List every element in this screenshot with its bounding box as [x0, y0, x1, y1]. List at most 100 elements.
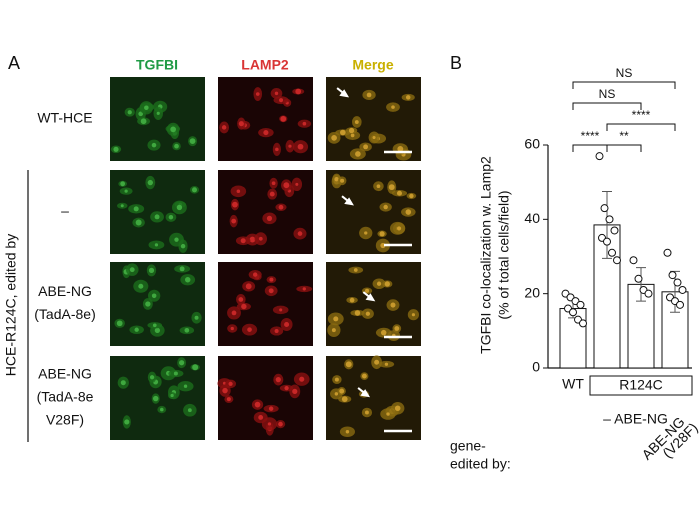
cell-spot: [138, 283, 144, 289]
cell-spot: [236, 189, 241, 194]
cell-spot: [361, 373, 367, 379]
significance-label: ****: [581, 129, 600, 143]
cell-spot: [268, 406, 274, 411]
cell-spot: [274, 328, 279, 333]
data-point: [668, 271, 677, 280]
cell-spot: [354, 310, 361, 316]
data-point: [576, 300, 585, 309]
panel-label: B: [450, 53, 462, 73]
data-point: [678, 285, 687, 294]
cell-spot: [127, 110, 132, 115]
cell-spot: [331, 328, 336, 333]
cell-spot: [295, 88, 302, 95]
cell-spot: [299, 376, 305, 382]
cell-spot: [222, 387, 228, 394]
x-tick-label: WT: [562, 376, 584, 392]
cell-spot: [396, 226, 402, 231]
data-point: [595, 152, 604, 161]
cell-spot: [221, 125, 227, 130]
cell-spot: [278, 204, 284, 210]
cell-spot: [383, 204, 388, 210]
micrograph: [326, 77, 421, 161]
data-point: [644, 289, 653, 298]
cell-spot: [380, 329, 387, 336]
micrograph-bg: [218, 262, 313, 346]
cell-spot: [372, 135, 376, 140]
group-label: R124C: [619, 377, 663, 393]
data-point: [610, 226, 619, 235]
data-point: [605, 215, 614, 224]
cell-spot: [384, 362, 389, 366]
cell-spot: [154, 327, 161, 334]
cell-spot: [288, 144, 292, 148]
cell-spot: [280, 115, 287, 122]
cell-spot: [278, 421, 283, 427]
cell-spot: [302, 121, 307, 126]
cell-spot: [258, 236, 263, 241]
row-label: (TadA-8e: [37, 389, 94, 405]
cell-spot: [247, 327, 252, 332]
cell-spot: [179, 360, 185, 366]
error-bar: [602, 190, 612, 259]
cell-spot: [339, 388, 345, 394]
micrograph: [110, 170, 205, 254]
cell-spot: [148, 267, 155, 274]
arrow: [336, 87, 350, 98]
cell-spot: [173, 371, 178, 376]
y-tick-label: 40: [524, 210, 540, 226]
cell-spot: [152, 323, 157, 328]
y-tick-label: 60: [524, 136, 540, 152]
cell-spot: [194, 315, 199, 320]
data-point: [569, 308, 577, 317]
cell-spot: [275, 376, 281, 383]
cell-spot: [274, 91, 279, 96]
cell-spot: [135, 219, 142, 226]
arrow: [362, 291, 376, 302]
row-label: ABE-NG: [38, 283, 92, 299]
cell-spot: [384, 281, 390, 287]
cell-spot: [179, 266, 185, 272]
cell-spot: [116, 320, 123, 327]
cell-spot: [279, 308, 283, 312]
cell-spot: [376, 281, 382, 286]
cell-spot: [411, 313, 416, 317]
row-label: (TadA-8e): [34, 306, 95, 322]
cell-spot: [364, 410, 369, 415]
cell-spot: [297, 231, 303, 236]
cell-spot: [231, 218, 237, 224]
column-header: Merge: [352, 57, 393, 73]
cell-spot: [170, 393, 174, 398]
micrograph: [218, 170, 313, 254]
cell-spot: [283, 182, 290, 189]
cell-spot: [249, 236, 256, 243]
cell-spot: [292, 388, 298, 394]
row-label: –: [61, 203, 69, 219]
data-point: [603, 237, 611, 246]
cell-spot: [238, 121, 244, 127]
cell-spot: [120, 380, 126, 386]
cell-spot: [258, 415, 264, 420]
cell-spot: [269, 191, 275, 197]
cell-spot: [366, 92, 372, 98]
cell-spot: [129, 267, 135, 273]
cell-spot: [345, 430, 350, 434]
cell-spot: [192, 364, 199, 371]
cell-spot: [151, 293, 157, 299]
arrow: [357, 387, 371, 398]
edit-row-label: gene-: [450, 438, 486, 454]
significance-label: **: [619, 129, 629, 143]
cell-spot: [405, 95, 411, 100]
significance-label: NS: [599, 87, 616, 101]
cell-spot: [241, 303, 247, 310]
edit-label: ABE-NG: [614, 411, 668, 427]
cell-spot: [340, 178, 345, 183]
significance-label: NS: [616, 66, 633, 80]
cell-spot: [230, 326, 234, 331]
cell-spot: [174, 237, 179, 242]
cell-spot: [145, 301, 151, 307]
cell-spot: [240, 238, 246, 244]
micrograph: [110, 77, 205, 161]
cell-spot: [154, 214, 160, 220]
cell-spot: [133, 206, 139, 212]
cell-spot: [348, 127, 355, 134]
